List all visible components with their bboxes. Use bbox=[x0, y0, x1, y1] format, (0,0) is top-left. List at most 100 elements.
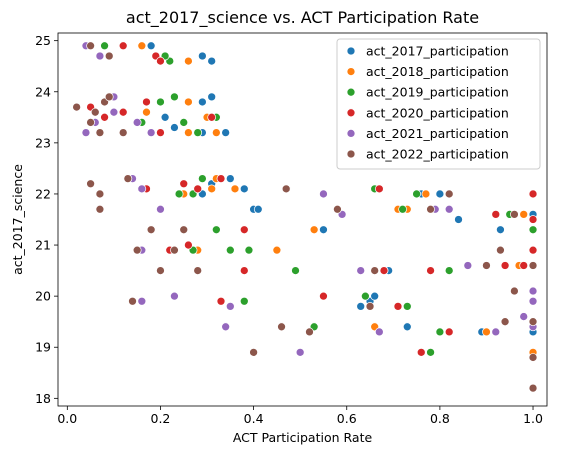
scatter-point bbox=[142, 97, 151, 107]
scatter-point bbox=[198, 174, 207, 183]
scatter-point bbox=[170, 123, 179, 132]
scatter-point bbox=[90, 107, 100, 117]
scatter-point bbox=[81, 128, 91, 137]
scatter-point bbox=[426, 347, 435, 357]
scatter-point bbox=[393, 302, 403, 311]
scatter-point bbox=[100, 41, 109, 51]
y-tick-label: 22 bbox=[35, 186, 51, 201]
scatter-point bbox=[170, 245, 179, 255]
scatter-point bbox=[426, 204, 435, 214]
scatter-point bbox=[95, 128, 105, 137]
scatter-point bbox=[146, 225, 156, 235]
scatter-point bbox=[104, 51, 114, 61]
scatter-point bbox=[198, 97, 207, 107]
scatter-point bbox=[239, 225, 249, 235]
scatter-point bbox=[160, 112, 170, 122]
scatter-point bbox=[142, 107, 151, 117]
scatter-point bbox=[156, 97, 165, 107]
scatter-point bbox=[295, 347, 305, 357]
series-act_2020_participation bbox=[86, 41, 538, 357]
scatter-point bbox=[333, 204, 342, 214]
scatter-point bbox=[365, 302, 375, 311]
scatter-point bbox=[109, 107, 119, 117]
scatter-point bbox=[454, 215, 463, 224]
scatter-point bbox=[528, 296, 538, 306]
scatter-point bbox=[356, 302, 366, 311]
scatter-point bbox=[184, 240, 193, 250]
x-tick-label: 1.0 bbox=[523, 411, 543, 426]
scatter-point bbox=[528, 215, 538, 224]
scatter-point bbox=[207, 184, 217, 194]
legend-label: act_2021_participation bbox=[366, 126, 509, 141]
legend-label: act_2017_participation bbox=[366, 44, 509, 59]
scatter-point bbox=[137, 41, 147, 51]
scatter-point bbox=[95, 189, 105, 199]
scatter-point bbox=[170, 92, 179, 102]
legend-marker bbox=[346, 46, 356, 56]
scatter-point bbox=[86, 41, 95, 51]
scatter-point bbox=[528, 245, 538, 255]
y-tick-label: 24 bbox=[35, 84, 51, 99]
scatter-point bbox=[277, 322, 286, 332]
scatter-point bbox=[146, 41, 156, 51]
scatter-point bbox=[239, 184, 249, 194]
plot-marks bbox=[72, 41, 538, 393]
legend-marker bbox=[346, 108, 356, 118]
scatter-point bbox=[426, 266, 435, 275]
y-tick-label: 18 bbox=[35, 391, 51, 406]
scatter-point bbox=[221, 128, 231, 137]
scatter-point bbox=[95, 204, 105, 214]
scatter-point bbox=[184, 97, 193, 107]
scatter-point bbox=[412, 189, 421, 199]
scatter-point bbox=[416, 347, 426, 357]
scatter-point bbox=[156, 128, 165, 137]
scatter-point bbox=[482, 327, 491, 337]
legend: act_2017_participation act_2018_participa… bbox=[336, 38, 541, 170]
scatter-point bbox=[216, 174, 226, 183]
scatter-point bbox=[500, 317, 510, 327]
scatter-point bbox=[146, 128, 156, 137]
scatter-point bbox=[370, 266, 380, 275]
scatter-point bbox=[230, 184, 240, 194]
scatter-point bbox=[128, 296, 137, 306]
scatter-point bbox=[528, 383, 538, 393]
scatter-point bbox=[156, 204, 165, 214]
y-tick-label: 23 bbox=[35, 135, 51, 150]
scatter-point bbox=[137, 296, 147, 306]
series-act_2018_participation bbox=[137, 41, 538, 357]
legend-marker bbox=[346, 67, 356, 76]
scatter-point bbox=[435, 327, 445, 337]
scatter-point bbox=[444, 204, 454, 214]
y-tick-label: 20 bbox=[35, 289, 51, 304]
scatter-point bbox=[86, 118, 95, 127]
scatter-point bbox=[379, 266, 389, 275]
scatter-point bbox=[528, 189, 538, 199]
legend-label: act_2018_participation bbox=[366, 64, 509, 79]
scatter-point bbox=[305, 327, 314, 337]
scatter-point bbox=[463, 261, 473, 270]
scatter-point bbox=[491, 327, 501, 337]
scatter-point bbox=[319, 189, 328, 199]
scatter-point bbox=[225, 302, 235, 311]
scatter-point bbox=[370, 291, 380, 301]
scatter-point bbox=[361, 291, 370, 301]
y-axis-label: act_2017_science bbox=[10, 164, 25, 275]
scatter-point bbox=[100, 112, 109, 122]
scatter-point bbox=[118, 107, 128, 117]
chart-title: act_2017_science vs. ACT Participation R… bbox=[126, 8, 479, 28]
scatter-point bbox=[398, 204, 407, 214]
scatter-point bbox=[184, 128, 193, 137]
x-tick-label: 0.4 bbox=[244, 411, 264, 426]
scatter-point bbox=[170, 291, 179, 301]
legend-label: act_2019_participation bbox=[366, 85, 509, 100]
scatter-point bbox=[421, 189, 431, 199]
scatter-point bbox=[519, 312, 529, 321]
scatter-point bbox=[86, 179, 95, 189]
x-tick-label: 0.6 bbox=[337, 411, 357, 426]
legend-marker bbox=[346, 87, 356, 97]
scatter-point bbox=[207, 112, 217, 122]
scatter-point bbox=[356, 266, 366, 275]
scatter-point bbox=[132, 118, 142, 127]
scatter-point bbox=[72, 102, 81, 112]
